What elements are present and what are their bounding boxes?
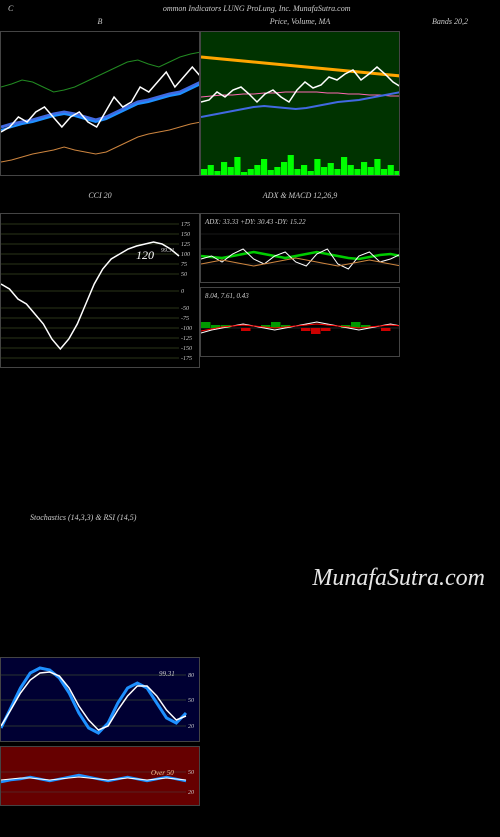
svg-text:-50: -50: [181, 306, 189, 312]
adx-title: ADX & MACD 12,26,9: [200, 191, 400, 205]
bb-chart: [0, 31, 200, 176]
svg-text:99.31: 99.31: [161, 248, 175, 254]
watermark-large: MunafaSutra.com: [312, 565, 485, 592]
stoch-rsi-panel: 80 50 20 99.31 50 20 Over 50: [0, 657, 200, 837]
svg-text:100: 100: [181, 252, 190, 258]
svg-text:80: 80: [188, 673, 194, 679]
svg-text:99.31: 99.31: [159, 670, 175, 678]
svg-text:120: 120: [136, 248, 154, 262]
svg-text:8.04, 7.61, 0.43: 8.04, 7.61, 0.43: [205, 292, 249, 300]
header-left: C: [8, 4, 13, 13]
rsi-chart: 50 20 Over 50: [0, 746, 200, 806]
svg-text:Over 50: Over 50: [151, 769, 174, 777]
cci-title: CCI 20: [0, 191, 200, 205]
bb-panel: [0, 31, 200, 191]
svg-text:50: 50: [181, 272, 187, 278]
svg-text:-150: -150: [181, 346, 192, 352]
stoch-title: Stochastics (14,3,3) & RSI (14,5): [0, 513, 500, 527]
svg-text:175: 175: [181, 222, 190, 228]
svg-text:75: 75: [181, 262, 187, 268]
svg-text:20: 20: [188, 724, 194, 730]
bb-title: B: [0, 17, 200, 31]
svg-text:20: 20: [188, 790, 194, 796]
price-chart: [200, 31, 400, 176]
stoch-chart: 80 50 20 99.31: [0, 657, 200, 742]
adx-macd-panel: ADX: 33.33 +DY: 30.43 -DY: 15.22 8.04, 7…: [200, 213, 400, 383]
svg-text:-125: -125: [181, 336, 192, 342]
price-title: Price, Volume, MA: [200, 17, 400, 31]
svg-text:50: 50: [188, 770, 194, 776]
cci-panel: 175 150 125 100 75 50 0 -50 -75 -100 -125 -150 -175 1…: [0, 213, 200, 383]
svg-text:-75: -75: [181, 316, 189, 322]
adx-chart: ADX: 33.33 +DY: 30.43 -DY: 15.22: [200, 213, 400, 283]
svg-text:50: 50: [188, 698, 194, 704]
price-panel: [200, 31, 400, 191]
bands-title: Bands 20,2: [400, 17, 500, 31]
svg-text:125: 125: [181, 242, 190, 248]
macd-chart: 8.04, 7.61, 0.43: [200, 287, 400, 357]
svg-text:0: 0: [181, 289, 184, 295]
svg-text:150: 150: [181, 232, 190, 238]
svg-text:-100: -100: [181, 326, 192, 332]
page-header: C ommon Indicators LUNG ProLung, Inc. Mu…: [0, 0, 500, 17]
svg-text:-175: -175: [181, 356, 192, 362]
header-text: ommon Indicators LUNG ProLung, Inc. Muna…: [163, 4, 351, 13]
svg-text:ADX: 33.33 +DY: 30.43 -DY: 15.: ADX: 33.33 +DY: 30.43 -DY: 15.22: [204, 218, 306, 226]
cci-chart: 175 150 125 100 75 50 0 -50 -75 -100 -125 -150 -175 1…: [0, 213, 200, 368]
